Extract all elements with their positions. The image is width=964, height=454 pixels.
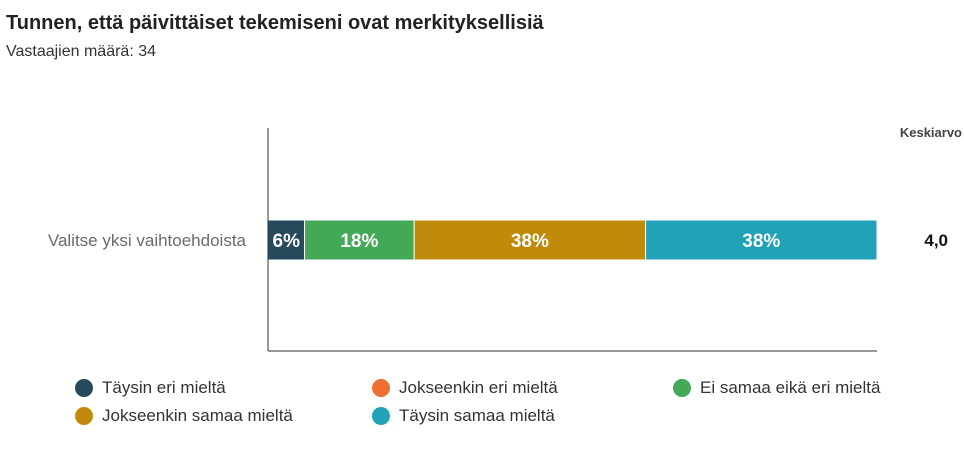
bar-segments [267, 219, 878, 261]
legend-swatch [75, 379, 93, 397]
segment-labels: 6% 18% 38% 38% [273, 231, 781, 252]
segment-label-3: 18% [340, 231, 378, 252]
chart-title: Tunnen, että päivittäiset tekemiseni ova… [6, 12, 544, 34]
legend-swatch [673, 379, 691, 397]
legend-item-5: Täysin samaa mieltä [372, 406, 555, 426]
legend-label: Jokseenkin samaa mieltä [102, 406, 293, 425]
segment-label-5: 38% [742, 231, 780, 252]
legend-label: Täysin samaa mieltä [399, 406, 555, 425]
segment-label-4: 38% [511, 231, 549, 252]
category-label: Valitse yksi vaihtoehdoista [48, 231, 247, 250]
average-value: 4,0 [924, 231, 948, 250]
respondent-count: Vastaajien määrä: 34 [6, 43, 157, 60]
bar-segment-1 [267, 219, 306, 261]
segment-label-1: 6% [273, 231, 301, 252]
legend-item-2: Jokseenkin eri mieltä [372, 378, 558, 398]
legend-swatch [372, 379, 390, 397]
legend-item-4: Jokseenkin samaa mieltä [75, 406, 293, 426]
bar-segment-4 [413, 219, 647, 261]
legend-item-3: Ei samaa eikä eri mieltä [673, 378, 880, 398]
legend-label: Jokseenkin eri mieltä [399, 378, 558, 397]
legend-label: Ei samaa eikä eri mieltä [700, 378, 881, 397]
legend-item-1: Täysin eri mieltä [75, 378, 226, 398]
legend-swatch [75, 407, 93, 425]
bar-segment-5 [645, 219, 878, 261]
average-header: Keskiarvo [900, 125, 962, 140]
legend-swatch [372, 407, 390, 425]
legend-label: Täysin eri mieltä [102, 378, 226, 397]
